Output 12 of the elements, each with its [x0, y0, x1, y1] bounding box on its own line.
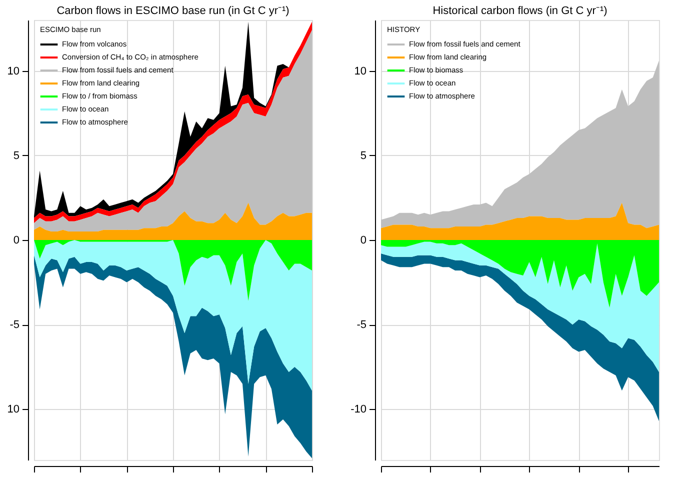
y-tick-label: 0 [360, 234, 366, 246]
y-tick-label: 5 [360, 150, 366, 162]
y-tick-label: 10 [7, 65, 20, 78]
y-tick-label: -5 [356, 319, 366, 332]
y-tick-label: 10 [354, 65, 366, 78]
chart-title: Carbon flows in ESCIMO base run (in Gt C yr⁻¹) [56, 5, 290, 17]
y-tick-label: 10 [7, 404, 20, 416]
y-tick-label: 5 [13, 150, 20, 162]
y-tick-label: -5 [10, 319, 20, 332]
y-tick-label: 0 [13, 234, 20, 246]
chart-title: Historical carbon flows (in Gt C yr⁻¹) [432, 5, 608, 17]
y-tick-label: -10 [350, 404, 366, 416]
